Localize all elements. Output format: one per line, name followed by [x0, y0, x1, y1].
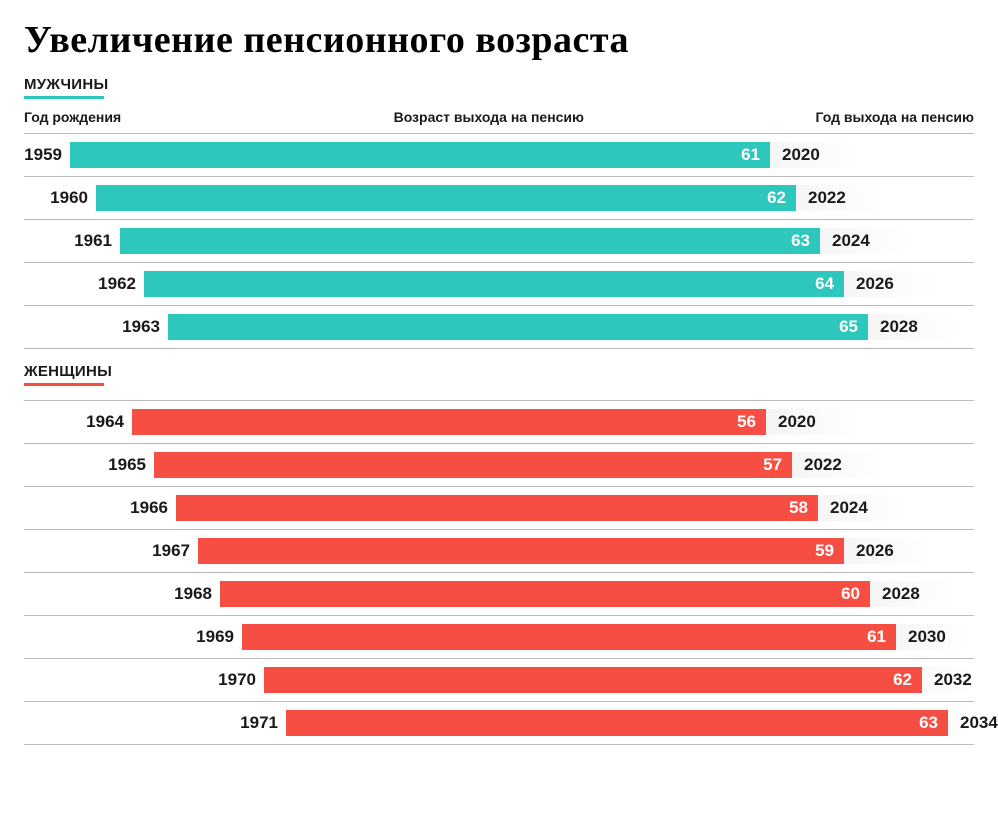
bar-wrap: 59 2026 [198, 538, 974, 564]
men-rows: 1959 61 2020 1960 62 2022 1961 63 2024 1962 64 2026… [24, 133, 974, 349]
value-bar: 61 [70, 142, 770, 168]
women-underline [24, 383, 104, 386]
bar-wrap: 632034 [286, 710, 974, 736]
table-row: 1966 58 2024 [24, 487, 974, 530]
retirement-year: 2028 [868, 314, 918, 340]
retirement-age: 59 [815, 538, 834, 564]
retirement-age: 64 [815, 271, 834, 297]
bar-wrap: 56 2020 [132, 409, 974, 435]
table-row: 1962 64 2026 [24, 263, 974, 306]
retirement-year: 2026 [844, 271, 894, 297]
table-row: 1961 63 2024 [24, 220, 974, 263]
value-bar: 59 [198, 538, 844, 564]
retirement-year: 2022 [792, 452, 842, 478]
bar-wrap: 57 2022 [154, 452, 974, 478]
chart-title: Увеличение пенсионного возраста [24, 18, 974, 62]
value-bar: 62 [264, 667, 922, 693]
bar-wrap: 63 2024 [120, 228, 974, 254]
men-section-label: МУЖЧИНЫ [24, 76, 974, 93]
value-bar: 64 [144, 271, 844, 297]
retirement-age: 56 [737, 409, 756, 435]
birth-year: 1966 [24, 498, 176, 518]
birth-year: 1960 [24, 188, 96, 208]
retirement-year: 2020 [766, 409, 816, 435]
women-rows: 1964 56 2020 1965 57 2022 1966 58 2024 1967 59 2026… [24, 400, 974, 745]
header-retire: Год выхода на пенсию [774, 109, 974, 125]
retirement-year: 2034 [948, 710, 998, 736]
table-row: 1970 62 2032 [24, 659, 974, 702]
bar-wrap: 61 2020 [70, 142, 974, 168]
value-bar: 61 [242, 624, 896, 650]
bar-wrap: 61 2030 [242, 624, 974, 650]
table-row: 1965 57 2022 [24, 444, 974, 487]
table-row: 1968 60 2028 [24, 573, 974, 616]
retirement-age: 61 [741, 142, 760, 168]
retirement-year: 2030 [896, 624, 946, 650]
birth-year: 1970 [24, 670, 264, 690]
retirement-year: 2024 [820, 228, 870, 254]
table-row: 1967 59 2026 [24, 530, 974, 573]
retirement-age: 63 [791, 228, 810, 254]
value-bar: 60 [220, 581, 870, 607]
value-bar: 63 [120, 228, 820, 254]
birth-year: 1965 [24, 455, 154, 475]
table-row: 1969 61 2030 [24, 616, 974, 659]
retirement-year: 2022 [796, 185, 846, 211]
retirement-age: 62 [767, 185, 786, 211]
value-bar: 56 [132, 409, 766, 435]
retirement-year: 2026 [844, 538, 894, 564]
bar-wrap: 62 2032 [264, 667, 974, 693]
birth-year: 1959 [24, 145, 70, 165]
birth-year: 1963 [24, 317, 168, 337]
table-row: 1971632034 [24, 702, 974, 745]
birth-year: 1967 [24, 541, 198, 561]
bar-wrap: 58 2024 [176, 495, 974, 521]
value-bar: 65 [168, 314, 868, 340]
retirement-year: 2028 [870, 581, 920, 607]
birth-year: 1969 [24, 627, 242, 647]
value-bar: 58 [176, 495, 818, 521]
bar-wrap: 62 2022 [96, 185, 974, 211]
retirement-year: 2032 [922, 667, 972, 693]
header-birth: Год рождения [24, 109, 244, 125]
retirement-year: 2024 [818, 495, 868, 521]
value-bar: 57 [154, 452, 792, 478]
bar-wrap: 64 2026 [144, 271, 974, 297]
retirement-age: 57 [763, 452, 782, 478]
retirement-year: 2020 [770, 142, 820, 168]
table-row: 1964 56 2020 [24, 401, 974, 444]
birth-year: 1964 [24, 412, 132, 432]
bar-wrap: 60 2028 [220, 581, 974, 607]
value-bar: 63 [286, 710, 948, 736]
women-section-label: ЖЕНЩИНЫ [24, 363, 974, 380]
retirement-age: 61 [867, 624, 886, 650]
table-row: 1959 61 2020 [24, 134, 974, 177]
table-row: 1963 65 2028 [24, 306, 974, 349]
bar-wrap: 65 2028 [168, 314, 974, 340]
value-bar: 62 [96, 185, 796, 211]
retirement-age: 58 [789, 495, 808, 521]
birth-year: 1971 [24, 713, 286, 733]
birth-year: 1968 [24, 584, 220, 604]
birth-year: 1962 [24, 274, 144, 294]
men-underline [24, 96, 104, 99]
retirement-age: 65 [839, 314, 858, 340]
column-headers: Год рождения Возраст выхода на пенсию Го… [24, 109, 974, 125]
retirement-age: 62 [893, 667, 912, 693]
retirement-age: 60 [841, 581, 860, 607]
table-row: 1960 62 2022 [24, 177, 974, 220]
birth-year: 1961 [24, 231, 120, 251]
retirement-age: 63 [919, 710, 938, 736]
header-age: Возраст выхода на пенсию [244, 109, 774, 125]
